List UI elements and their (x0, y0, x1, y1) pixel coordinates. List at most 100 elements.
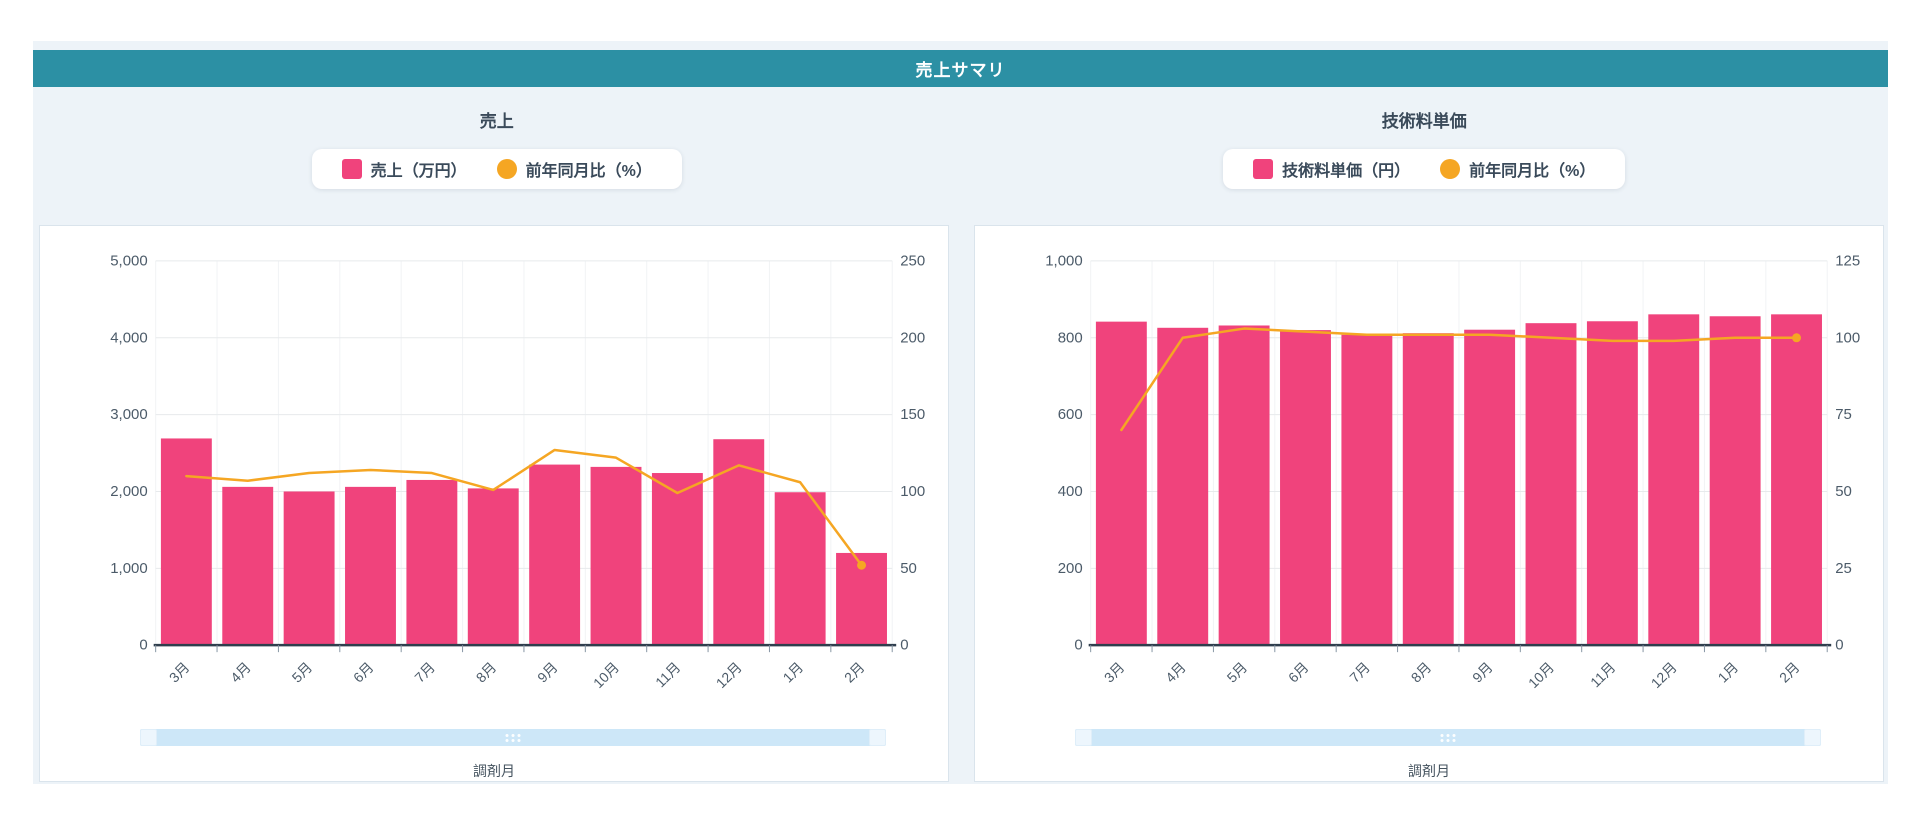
y-axis-right-label: 0 (900, 637, 908, 654)
x-axis-label-8月: 8月 (1408, 659, 1435, 686)
trend-line (185, 448, 863, 567)
fee-chart-scrollbar[interactable] (1075, 729, 1821, 747)
trend-line-end-dot (857, 560, 867, 570)
x-axis-label-8月: 8月 (473, 659, 500, 686)
bar-9月[interactable] (1464, 329, 1516, 646)
y-axis-left-label: 0 (1074, 637, 1082, 654)
bar-1月[interactable] (774, 492, 826, 646)
chart-title-sales: 売上 (479, 112, 514, 131)
fee-chart: 0 0 200 25 400 50 600 75 800 100 1,000 125 3月 4月 5月 6月 7… (1045, 252, 1860, 691)
x-axis-label-1月: 1月 (1715, 659, 1742, 686)
x-axis-label-3月: 3月 (1101, 659, 1128, 686)
bar-11月[interactable] (651, 473, 703, 646)
bar-5月[interactable] (283, 491, 335, 646)
bar-8月[interactable] (467, 488, 519, 646)
y-axis-right-label: 0 (1835, 637, 1843, 654)
bar-12月[interactable] (1648, 314, 1700, 646)
trend-line (1120, 327, 1798, 432)
legend-label: 前年同月比（%） (525, 163, 652, 180)
x-axis-label-9月: 9月 (534, 659, 561, 686)
x-axis-label-1月: 1月 (780, 659, 807, 686)
sales-x-axis-title: 調剤月 (473, 763, 515, 779)
x-axis-label-9月: 9月 (1469, 659, 1496, 686)
trend-line-end-dot (1792, 333, 1802, 343)
x-axis-label-5月: 5月 (289, 659, 316, 686)
sales-chart-panel: 0 0 1,000 50 2,000 100 3,000 150 4,000 200 5,000 25… (39, 225, 949, 782)
legend-item[interactable]: 前年同月比（%） (1440, 157, 1595, 181)
bar-7月[interactable] (406, 479, 458, 646)
y-axis-right-label: 50 (1835, 483, 1852, 500)
sales-summary-board: 売上サマリ 売上 売上（万円） 前年同月比（%） 技術料単価 技術料単価（円） 前年… (33, 41, 1888, 784)
fee-chart-head: 技術料単価 技術料単価（円） 前年同月比（%） (961, 87, 1889, 225)
x-axis-label-11月: 11月 (652, 659, 683, 690)
scrollbar-left-button[interactable] (1075, 729, 1092, 747)
bar-3月[interactable] (160, 438, 212, 646)
x-axis-label-6月: 6月 (1285, 659, 1312, 686)
legend-label: 前年同月比（%） (1469, 163, 1596, 180)
y-axis-left-label: 600 (1058, 406, 1083, 423)
fee-legend: 技術料単価（円） 前年同月比（%） (1223, 149, 1626, 189)
bar-11月[interactable] (1586, 321, 1638, 646)
y-axis-right-label: 250 (900, 252, 925, 269)
y-axis-right-label: 50 (900, 560, 917, 577)
legend-circle-swatch (496, 159, 517, 179)
board-title: 売上サマリ (915, 61, 1006, 80)
x-axis-label-10月: 10月 (1525, 659, 1557, 691)
x-axis-label-11月: 11月 (1587, 659, 1618, 690)
bar-9月[interactable] (529, 464, 581, 646)
x-axis-label-2月: 2月 (1776, 659, 1803, 686)
bar-3月[interactable] (1095, 321, 1147, 646)
legend-item[interactable]: 技術料単価（円） (1253, 157, 1410, 181)
legend-label: 技術料単価（円） (1282, 163, 1411, 180)
x-axis-label-10月: 10月 (590, 659, 622, 691)
bar-6月[interactable] (345, 486, 396, 646)
y-axis-right-label: 100 (900, 483, 925, 500)
y-axis-right-label: 25 (1835, 560, 1852, 577)
x-axis-label-12月: 12月 (1648, 659, 1680, 691)
legend-circle-swatch (1440, 159, 1461, 179)
y-axis-left-label: 200 (1058, 560, 1083, 577)
bar-7月[interactable] (1341, 334, 1393, 646)
y-axis-left-label: 2,000 (110, 483, 147, 500)
sales-chart-head: 売上 売上（万円） 前年同月比（%） (33, 87, 961, 225)
chart-panels-row: 0 0 1,000 50 2,000 100 3,000 150 4,000 200 5,000 25… (33, 225, 1888, 782)
bar-5月[interactable] (1218, 325, 1270, 646)
chart-title-fee: 技術料単価 (1381, 112, 1467, 131)
x-axis-label-3月: 3月 (166, 659, 193, 686)
y-axis-left-label: 1,000 (1045, 252, 1082, 269)
bar-8月[interactable] (1402, 333, 1454, 646)
y-axis-right-label: 125 (1835, 252, 1860, 269)
y-axis-right-label: 200 (900, 329, 925, 346)
y-axis-left-label: 5,000 (110, 252, 147, 269)
y-axis-left-label: 1,000 (110, 560, 147, 577)
bar-4月[interactable] (222, 486, 274, 646)
y-axis-left-label: 4,000 (110, 329, 147, 346)
x-axis-label-7月: 7月 (411, 659, 438, 686)
legend-item[interactable]: 前年同月比（%） (496, 157, 652, 181)
x-axis-label-12月: 12月 (713, 659, 745, 691)
bar-2月[interactable] (1771, 314, 1822, 646)
bar-1月[interactable] (1709, 316, 1761, 646)
y-axis-left-label: 400 (1058, 483, 1083, 500)
fee-x-axis-title: 調剤月 (1408, 763, 1450, 779)
bar-4月[interactable] (1157, 327, 1209, 646)
chart-titles-row: 売上 売上（万円） 前年同月比（%） 技術料単価 技術料単価（円） 前年同月比（%） (33, 87, 1888, 225)
scrollbar-grip[interactable] (1440, 733, 1456, 742)
fee-chart-panel: 0 0 200 25 400 50 600 75 800 100 1,000 125 3月 4月 5月 6月 7… (974, 225, 1884, 782)
sales-chart-scrollbar[interactable] (140, 729, 886, 747)
y-axis-right-label: 100 (1835, 329, 1860, 346)
y-axis-left-label: 800 (1058, 329, 1083, 346)
y-axis-left-label: 0 (139, 637, 147, 654)
scrollbar-right-button[interactable] (1804, 729, 1821, 747)
y-axis-right-label: 75 (1835, 406, 1852, 423)
bar-6月[interactable] (1280, 330, 1331, 646)
scrollbar-grip[interactable] (505, 733, 521, 742)
scrollbar-left-button[interactable] (140, 729, 157, 747)
x-axis-label-6月: 6月 (350, 659, 377, 686)
scrollbar-right-button[interactable] (869, 729, 886, 747)
legend-item[interactable]: 売上（万円） (341, 157, 467, 181)
bar-10月[interactable] (590, 466, 642, 646)
sales-legend: 売上（万円） 前年同月比（%） (311, 149, 682, 189)
legend-square-swatch (341, 159, 362, 179)
bar-10月[interactable] (1525, 323, 1577, 646)
